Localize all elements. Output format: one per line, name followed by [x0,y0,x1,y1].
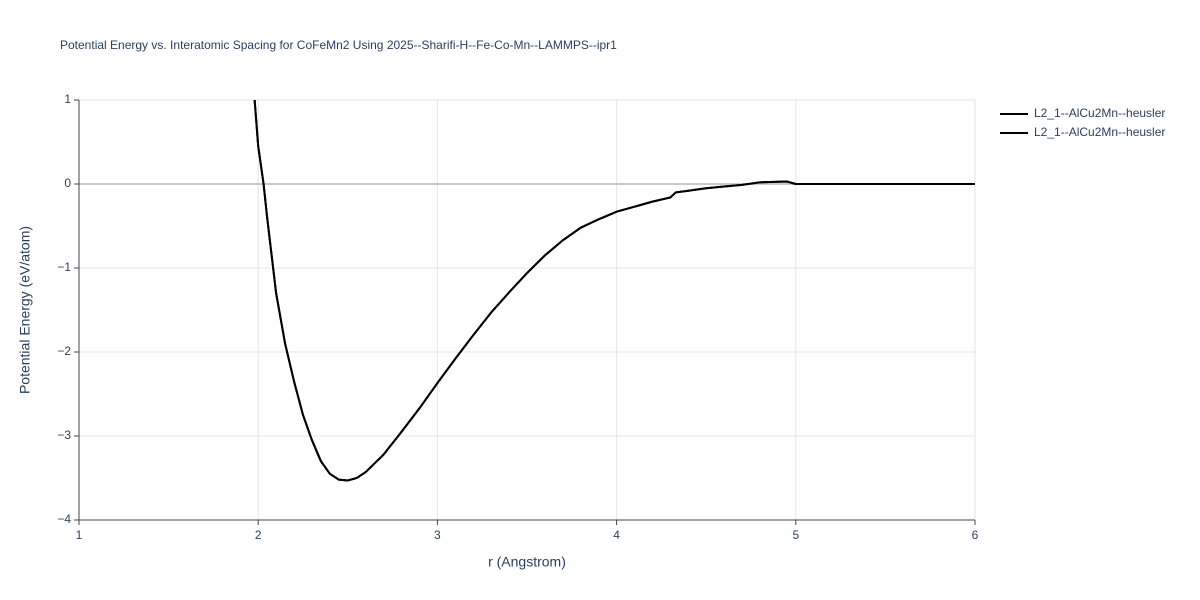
x-tick-label: 3 [434,528,441,542]
x-tick-label: 2 [255,528,262,542]
y-tick-label: −4 [57,512,71,526]
x-axis-title: r (Angstrom) [488,554,566,570]
y-axis-title: Potential Energy (eV/atom) [17,226,33,394]
legend-label: L2_1--AlCu2Mn--heusler [1034,106,1165,120]
y-tick-label: −3 [57,428,71,442]
x-tick-label: 6 [972,528,979,542]
line-series [253,99,975,482]
y-tick-label: 1 [64,92,71,106]
x-tick-label: 1 [76,528,83,542]
x-tick-label: 5 [792,528,799,542]
x-tick-label: 4 [613,528,620,542]
y-tick-label: −2 [57,344,71,358]
y-tick-label: 0 [64,176,71,190]
chart-title: Potential Energy vs. Interatomic Spacing… [60,38,617,52]
legend-label: L2_1--AlCu2Mn--heusler [1034,125,1165,139]
line-series [253,99,975,482]
y-tick-label: −1 [57,260,71,274]
